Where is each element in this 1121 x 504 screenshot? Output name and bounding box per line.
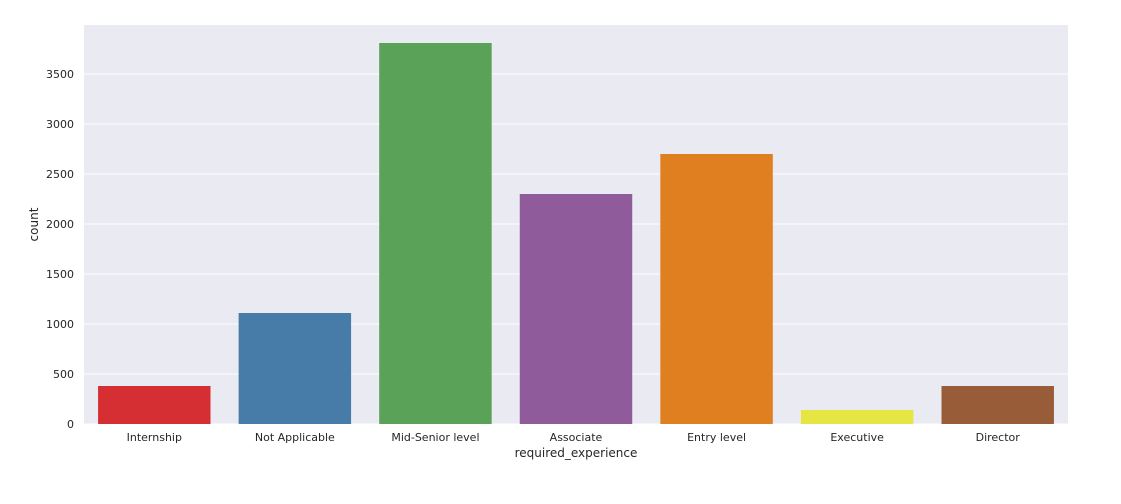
bars	[98, 43, 1054, 424]
y-axis-label: count	[27, 207, 41, 241]
y-tick-label: 0	[67, 418, 74, 431]
x-tick-label: Entry level	[687, 431, 746, 444]
x-tick-label: Director	[976, 431, 1021, 444]
y-tick-label: 2000	[46, 218, 74, 231]
y-tick-label: 3000	[46, 118, 74, 131]
x-tick-label: Executive	[830, 431, 884, 444]
x-tick-label: Not Applicable	[255, 431, 335, 444]
y-tick-label: 1500	[46, 268, 74, 281]
x-tick-labels: Internship Not Applicable Mid-Senior level…	[127, 431, 1021, 444]
bar-internship	[98, 386, 211, 424]
y-tick-label: 3500	[46, 68, 74, 81]
x-tick-label: Internship	[127, 431, 182, 444]
x-tick-label: Associate	[550, 431, 603, 444]
y-tick-label: 1000	[46, 318, 74, 331]
bar-associate	[519, 194, 633, 424]
y-tick-label: 500	[53, 368, 74, 381]
bar-mid-senior-level	[379, 43, 492, 424]
bar-director	[941, 386, 1054, 424]
y-tick-labels: 0 500 1000 1500 2000 2500 3000 3500	[46, 68, 74, 431]
bar-executive	[800, 410, 914, 424]
x-tick-label: Mid-Senior level	[391, 431, 479, 444]
bar-entry-level	[660, 154, 773, 424]
y-tick-label: 2500	[46, 168, 74, 181]
bar-not-applicable	[238, 313, 352, 424]
x-axis-label: required_experience	[515, 446, 638, 460]
